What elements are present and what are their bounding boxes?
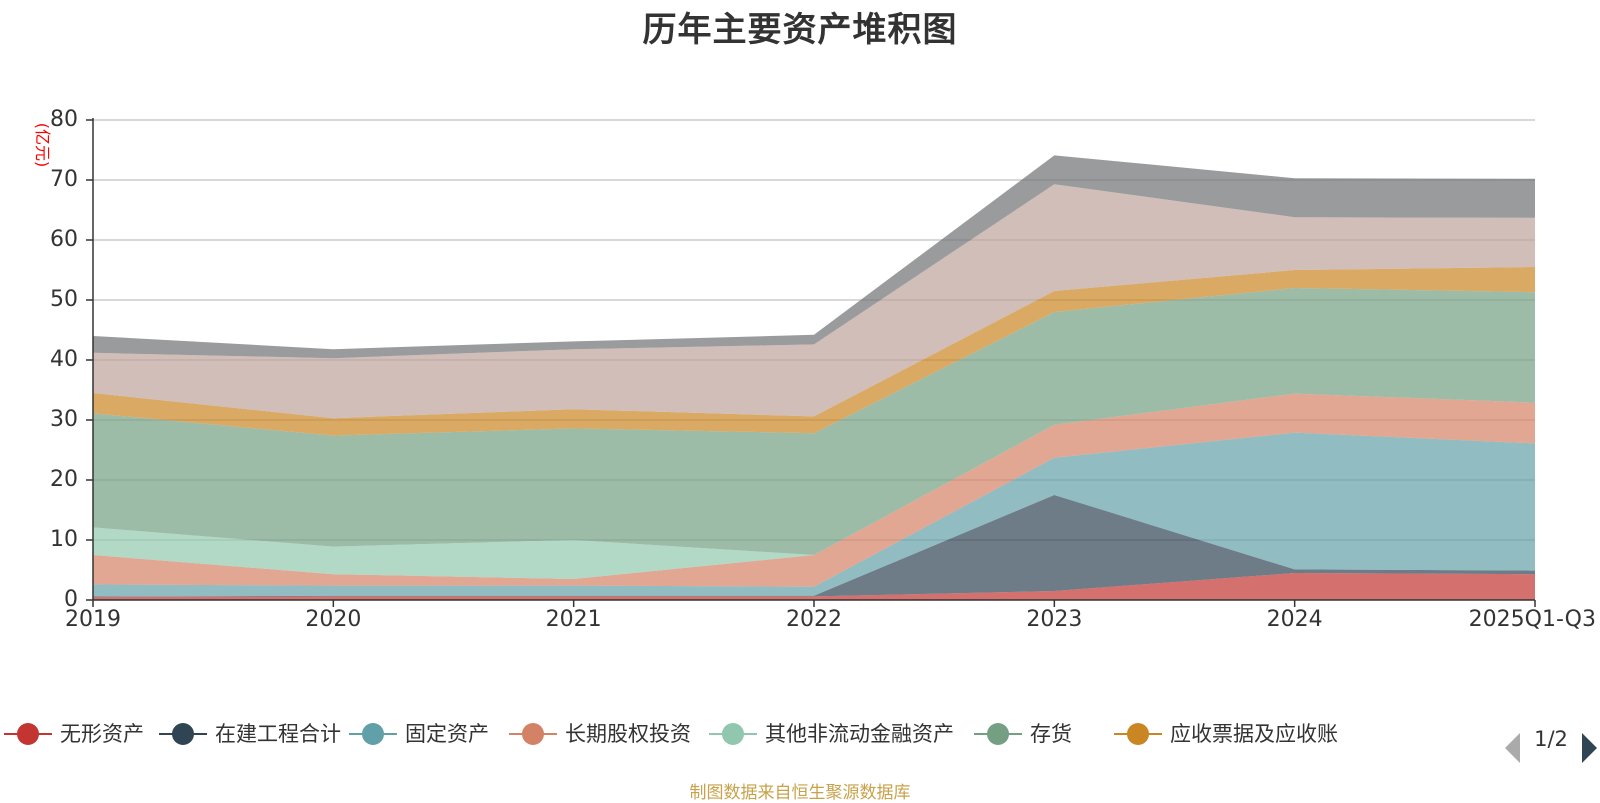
legend-item[interactable]: 在建工程合计 <box>159 722 341 746</box>
source-note: 制图数据来自恒生聚源数据库 <box>689 783 911 803</box>
legend-label: 无形资产 <box>60 722 144 746</box>
legend-marker-icon <box>362 723 384 745</box>
legend-marker-icon <box>172 723 194 745</box>
axes: 0 10 20 30 40 50 60 70 80 2019 2020 2021 2022 2023 202… <box>50 107 1596 632</box>
y-tick-label: 10 <box>50 527 78 552</box>
legend-label: 在建工程合计 <box>215 722 341 746</box>
area-series-2[interactable] <box>93 495 1535 597</box>
area-series-group <box>93 155 1535 600</box>
y-tick-label: 30 <box>50 407 78 432</box>
y-tick-label: 80 <box>50 107 78 132</box>
y-tick-label: 70 <box>50 167 78 192</box>
legend-marker-icon <box>17 723 39 745</box>
y-tick-label: 40 <box>50 347 78 372</box>
legend-prev-page-icon[interactable] <box>1505 733 1520 763</box>
legend-next-page-icon[interactable] <box>1582 733 1597 763</box>
y-tick-label: 60 <box>50 227 78 252</box>
y-axis-unit-label: (亿元) <box>33 123 52 168</box>
legend-item[interactable]: 无形资产 <box>4 722 144 746</box>
area-series-6[interactable] <box>93 288 1535 555</box>
legend-label: 其他非流动金融资产 <box>765 722 954 746</box>
legend-marker-icon <box>522 723 544 745</box>
x-tick-label: 2022 <box>786 607 842 632</box>
legend-marker-icon <box>1127 723 1149 745</box>
legend-page-indicator: 1/2 <box>1534 727 1568 751</box>
area-series-4[interactable] <box>93 393 1535 587</box>
legend-label: 固定资产 <box>405 722 489 746</box>
chart-title: 历年主要资产堆积图 <box>642 10 958 50</box>
x-tick-label: 2023 <box>1026 607 1082 632</box>
x-tick-label: 2020 <box>305 607 361 632</box>
legend-item[interactable]: 应收票据及应收账 <box>1114 722 1338 746</box>
area-series-1[interactable] <box>93 573 1535 600</box>
x-tick-label: 2024 <box>1267 607 1323 632</box>
x-tick-label: 2019 <box>65 607 121 632</box>
x-tick-label: 2021 <box>546 607 602 632</box>
area-series-7[interactable] <box>93 267 1535 436</box>
x-tick-label: 2025Q1-Q3 <box>1469 607 1596 632</box>
legend-marker-icon <box>722 723 744 745</box>
legend-label: 存货 <box>1030 722 1072 746</box>
legend-pager[interactable]: 1/2 <box>1505 727 1597 763</box>
legend-item[interactable]: 存货 <box>974 722 1072 746</box>
area-series-5[interactable] <box>93 393 1535 579</box>
legend-label: 长期股权投资 <box>565 722 691 746</box>
legend: 无形资产 在建工程合计 固定资产 长期股权投资 其他非流动金融资产 存货 应收票据及应收账 <box>4 722 1338 746</box>
legend-label: 应收票据及应收账 <box>1170 722 1338 746</box>
legend-item[interactable]: 长期股权投资 <box>509 722 691 746</box>
y-tick-label: 20 <box>50 467 78 492</box>
area-series-3[interactable] <box>93 432 1535 597</box>
legend-item[interactable]: 固定资产 <box>349 722 489 746</box>
y-tick-label: 0 <box>64 587 78 612</box>
legend-item[interactable]: 其他非流动金融资产 <box>709 722 954 746</box>
y-tick-label: 50 <box>50 287 78 312</box>
area-series-8[interactable] <box>93 184 1535 419</box>
legend-marker-icon <box>987 723 1009 745</box>
